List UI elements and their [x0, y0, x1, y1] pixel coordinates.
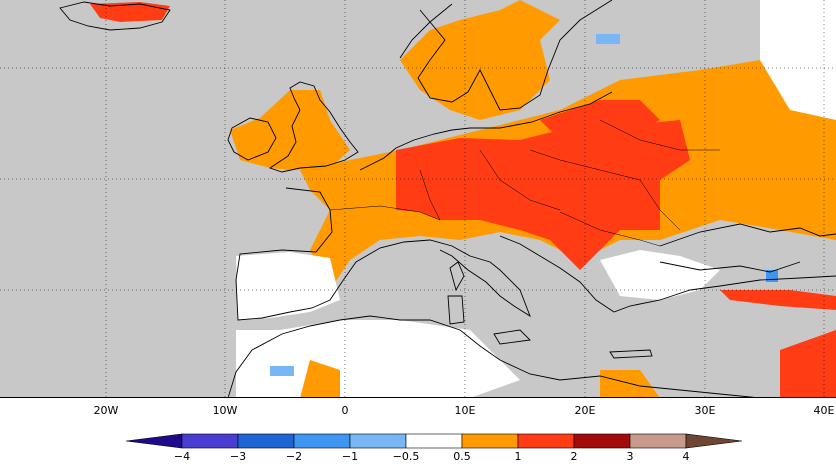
- lon-tick-30e: 30E: [694, 404, 716, 417]
- legend-tick-neg4: −4: [173, 450, 191, 463]
- graticule: [0, 0, 836, 398]
- legend-bin: [517, 433, 575, 449]
- great-britain-coast: [268, 81, 359, 173]
- lon-tick-10w: 10W: [212, 404, 238, 417]
- anomaly-region: [780, 330, 836, 398]
- legend-tick-1: 1: [514, 450, 522, 463]
- crete-coast: [609, 349, 653, 359]
- anomaly-region: [596, 34, 620, 44]
- europe-coast: [235, 187, 531, 321]
- legend-tick-4: 4: [682, 450, 690, 463]
- adriatic-coast: [499, 235, 836, 313]
- color-legend: [125, 433, 743, 449]
- anomaly-map: [0, 0, 836, 398]
- ireland-coast: [227, 117, 277, 161]
- anomaly-region: [90, 2, 170, 22]
- anomaly-region: [230, 90, 350, 170]
- anomaly-region: [300, 360, 340, 398]
- legend-tick-neg1: −1: [341, 450, 359, 463]
- legend-bin: [349, 433, 407, 449]
- corsica-coast: [449, 261, 465, 292]
- legend-bin: [461, 433, 519, 449]
- legend-tick-3: 3: [626, 450, 634, 463]
- lon-tick-20w: 20W: [93, 404, 119, 417]
- legend-bin: [573, 433, 631, 449]
- legend-tick-neg2: −2: [285, 450, 303, 463]
- lon-tick-0: 0: [341, 404, 349, 417]
- sardinia-coast: [447, 295, 465, 325]
- anomaly-region: [396, 120, 690, 270]
- lon-tick-40e: 40E: [813, 404, 835, 417]
- legend-bin-high-arrow: [685, 433, 743, 449]
- coastlines: [59, 0, 836, 398]
- anomaly-shading: [90, 0, 836, 398]
- legend-bin: [237, 433, 295, 449]
- legend-bin: [293, 433, 351, 449]
- scandinavia-coast: [417, 0, 613, 111]
- lon-tick-20e: 20E: [574, 404, 596, 417]
- map-canvas: [0, 0, 836, 398]
- norway-coast: [399, 3, 453, 59]
- legend-bin: [629, 433, 687, 449]
- north-sea-coast: [359, 91, 613, 171]
- lon-tick-10e: 10E: [454, 404, 476, 417]
- anomaly-region: [270, 366, 294, 376]
- legend-bin-low-arrow: [125, 433, 183, 449]
- anomaly-region: [720, 290, 836, 310]
- legend-bin: [181, 433, 239, 449]
- sicily-coast: [493, 329, 531, 345]
- iceland-coast: [59, 1, 171, 31]
- anomaly-region: [760, 0, 836, 120]
- black-sea-coast: [659, 223, 836, 273]
- legend-tick-2: 2: [570, 450, 578, 463]
- africa-coast: [227, 315, 761, 398]
- legend-tick-neg3: −3: [229, 450, 247, 463]
- legend-tick-neg05: −0.5: [392, 450, 420, 463]
- legend-tick-05: 0.5: [453, 450, 471, 463]
- country-borders: [329, 119, 720, 247]
- anomaly-region: [400, 0, 560, 120]
- anomaly-region: [600, 370, 660, 398]
- anomaly-region: [236, 252, 340, 320]
- legend-bin: [405, 433, 463, 449]
- legend-bins: [125, 433, 743, 449]
- anomaly-region: [600, 250, 720, 300]
